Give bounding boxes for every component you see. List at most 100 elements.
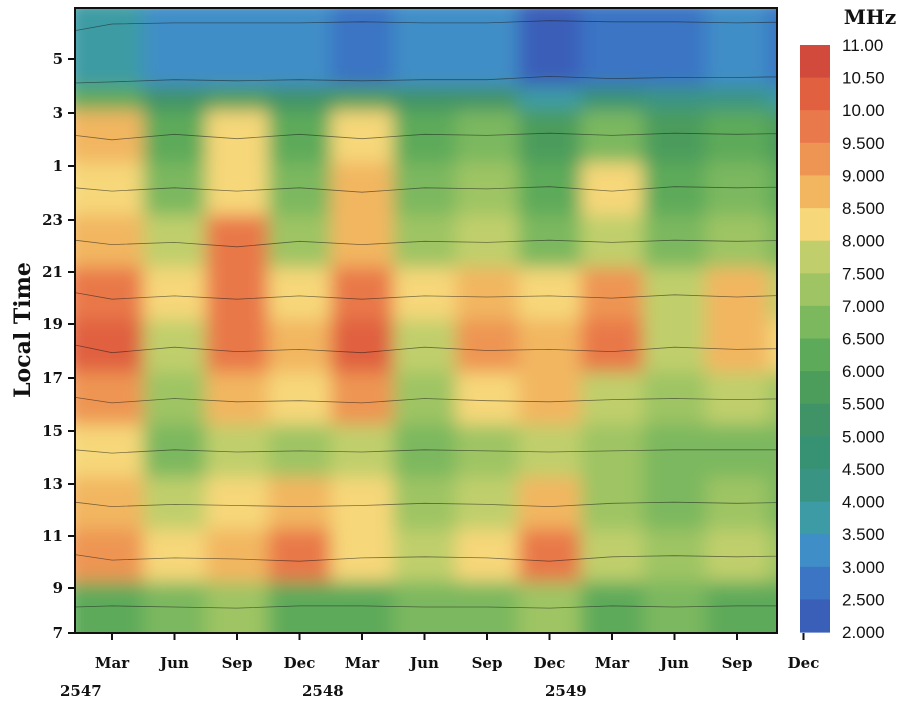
- contour-line: [75, 186, 777, 193]
- x-tick-label: Mar: [345, 654, 380, 672]
- heatmap-cell: [143, 318, 207, 373]
- heatmap-cell: [705, 266, 770, 320]
- heatmap-cell: [330, 266, 395, 320]
- heatmap-cell: [143, 161, 207, 215]
- colorbar-label: 8.500: [842, 199, 885, 218]
- contour-line: [75, 239, 777, 248]
- y-tick-label: 5: [53, 50, 63, 68]
- heatmap-cell: [643, 318, 707, 373]
- year-label: 2549: [545, 682, 587, 700]
- colorbar-label: 5.000: [842, 427, 885, 446]
- heatmap-cell: [205, 109, 270, 163]
- heatmap-cell: [205, 214, 270, 268]
- colorbar-label: 2.500: [842, 590, 885, 609]
- heatmap-cell: [705, 371, 770, 425]
- heatmap-cell: [268, 318, 332, 373]
- colorbar-label: 6.500: [842, 330, 885, 349]
- colorbar-swatch: [800, 468, 830, 503]
- colorbar-swatch: [800, 110, 830, 144]
- y-axis: 5 3 1 23 21 19 17 15 13 11 9 7: [42, 50, 75, 642]
- heatmap-cell: [768, 318, 777, 373]
- contour-line: [75, 344, 777, 354]
- y-tick-label: 17: [42, 369, 63, 387]
- heatmap-cell: [393, 318, 457, 373]
- heatmap-cell: [580, 109, 645, 163]
- y-tick-label: 21: [42, 263, 63, 281]
- y-tick-label: 13: [42, 475, 63, 493]
- colorbar-label: 9.000: [842, 166, 885, 185]
- heatmap-cell: [768, 371, 777, 425]
- heatmap-cell: [768, 8, 777, 87]
- colorbar: 11.00 10.50 10.00 9.500 9.000 8.500 8.000 7.500…: [800, 36, 885, 642]
- heatmap-cell: [143, 528, 207, 582]
- heatmap-cell: [330, 528, 395, 582]
- heatmap-cell: [455, 266, 520, 320]
- heatmap-cell: [205, 476, 270, 530]
- colorbar-swatch: [800, 501, 830, 535]
- heatmap-cell: [768, 580, 777, 633]
- heatmap-cell: [580, 161, 645, 215]
- x-tick-label: Mar: [95, 654, 130, 672]
- x-tick-label: Dec: [284, 654, 316, 672]
- colorbar-swatch: [800, 45, 830, 79]
- x-axis: Mar Jun Sep Dec Mar Jun Sep Dec Mar Jun Sep Dec: [95, 633, 819, 672]
- heatmap-cell: [455, 476, 520, 530]
- heatmap-cell: [705, 8, 770, 87]
- heatmap-cell: [580, 8, 645, 87]
- heatmap-cell: [705, 580, 770, 633]
- heatmap-cell: [330, 476, 395, 530]
- x-tick-label: Mar: [595, 654, 630, 672]
- heatmap-cell: [330, 161, 395, 215]
- colorbar-swatch: [800, 371, 830, 405]
- y-tick-label: 19: [42, 315, 63, 333]
- heatmap-cell: [455, 8, 520, 87]
- plot-frame: [74, 7, 778, 634]
- colorbar-label: 3.000: [842, 558, 885, 577]
- colorbar-label: 6.000: [842, 362, 885, 381]
- colorbar-swatch: [800, 599, 830, 633]
- heatmap-plot-area: [75, 8, 777, 633]
- heatmap-cell: [705, 109, 770, 163]
- heatmap-cell: [330, 423, 395, 477]
- heatmap-cell: [705, 423, 770, 477]
- colorbar-swatch: [800, 142, 830, 176]
- heatmap-cell: [455, 371, 520, 425]
- heatmap-cell: [580, 266, 645, 320]
- heatmap-cell: [518, 318, 582, 373]
- heatmap-cell: [518, 266, 582, 320]
- colorbar-swatch: [800, 338, 830, 372]
- heatmap-cell: [143, 214, 207, 268]
- heatmap-cell: [330, 371, 395, 425]
- colorbar-label: 2.000: [842, 623, 885, 642]
- heatmap-cell: [705, 161, 770, 215]
- colorbar-label: 4.000: [842, 493, 885, 512]
- heatmap-cell: [268, 161, 332, 215]
- colorbar-label: 7.500: [842, 264, 885, 283]
- heatmap-cell: [580, 371, 645, 425]
- heatmap-cell: [330, 214, 395, 268]
- x-tick-label: Dec: [788, 654, 820, 672]
- heatmap-cell: [393, 8, 457, 87]
- heatmap-cell: [518, 476, 582, 530]
- x-tick-label: Jun: [658, 654, 689, 672]
- heatmap-cell: [268, 214, 332, 268]
- heatmap-cell: [393, 214, 457, 268]
- heatmap-cell: [768, 161, 777, 215]
- heatmap-cell: [643, 266, 707, 320]
- heatmap-cell: [393, 266, 457, 320]
- y-tick-label: 9: [53, 579, 63, 597]
- heatmap-cell: [205, 161, 270, 215]
- heatmap-cell: [580, 528, 645, 582]
- contour-line: [75, 75, 777, 84]
- contour-line: [75, 132, 777, 141]
- colorbar-label: 4.500: [842, 460, 885, 479]
- heatmap-cell: [518, 371, 582, 425]
- heatmap-cell: [768, 109, 777, 163]
- year-label: 2547: [60, 682, 102, 700]
- heatmap-cell: [268, 8, 332, 87]
- heatmap-cell: [205, 266, 270, 320]
- colorbar-label: 7.000: [842, 297, 885, 316]
- colorbar-swatch: [800, 403, 830, 437]
- y-tick-label: 11: [42, 527, 63, 545]
- x-tick-label: Jun: [158, 654, 189, 672]
